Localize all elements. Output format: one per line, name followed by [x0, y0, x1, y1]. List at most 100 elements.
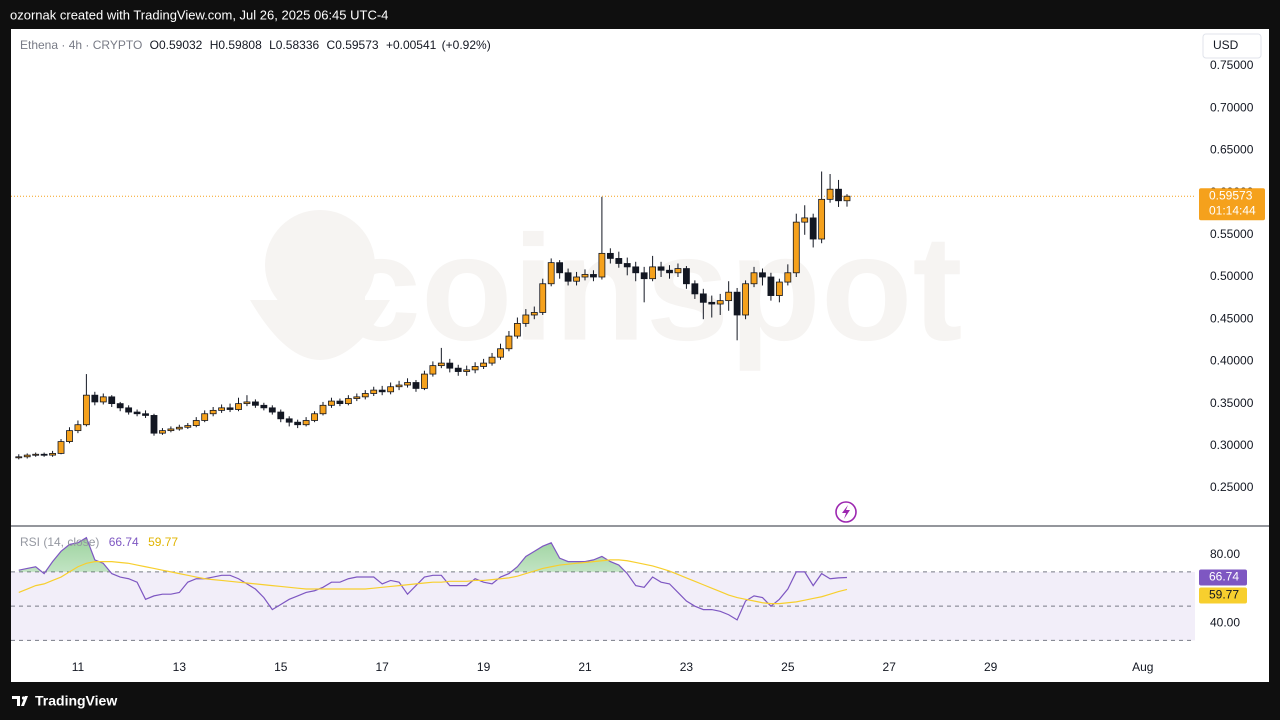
rsi-pane: [11, 536, 1195, 641]
candle-body: [505, 335, 513, 350]
candle-body: [82, 394, 90, 426]
x-tick-label: 17: [375, 660, 389, 674]
footer-text: TradingView: [35, 693, 117, 709]
candle-body: [387, 386, 395, 393]
candle-body: [311, 413, 318, 421]
candle-body: [133, 411, 141, 415]
x-tick-label: 19: [477, 660, 491, 674]
candle-body: [843, 195, 851, 202]
candle-body: [277, 411, 285, 420]
candle-body: [302, 420, 310, 426]
candle-body: [530, 312, 538, 316]
candle-body: [150, 415, 158, 434]
candle-body: [497, 348, 504, 358]
candle-body: [615, 258, 623, 264]
candle-body: [370, 389, 378, 394]
candle-body: [691, 283, 699, 295]
candle-body: [699, 293, 707, 303]
candle-body: [23, 454, 31, 458]
candle-body: [632, 266, 640, 274]
candle-body: [40, 453, 48, 456]
candle-body: [353, 396, 361, 399]
change: +0.00541: [386, 38, 437, 52]
candle-body: [725, 291, 733, 302]
x-tick-label: 11: [72, 660, 85, 674]
y-tick-label: 0.45000: [1210, 311, 1254, 325]
candle-body: [159, 430, 166, 434]
y-tick-label: 0.40000: [1210, 354, 1254, 368]
candle-body: [404, 382, 411, 386]
candle-body: [818, 198, 826, 240]
candle-body: [268, 407, 276, 413]
candle-body: [683, 268, 690, 285]
countdown: 01:14:44: [1209, 203, 1256, 217]
watermark-logo: [250, 210, 390, 360]
candle-body: [294, 421, 302, 426]
ohlc-value: 0.59032: [159, 38, 203, 52]
candle-body: [767, 276, 775, 296]
candle-body: [285, 418, 293, 423]
rsi-value-tag: [1199, 569, 1247, 586]
ohlc-legend: Ethena · 4h · CRYPTO O0.59032 H0.59808 L…: [20, 38, 491, 52]
candle-body: [328, 400, 335, 406]
price-tag-value: 0.59573: [1209, 188, 1253, 202]
candle-body: [792, 221, 800, 274]
candle-body: [336, 400, 344, 405]
candle-body: [437, 362, 445, 367]
candle-body: [750, 272, 758, 285]
candle-body: [708, 301, 716, 305]
candle-body: [666, 269, 673, 274]
candle-body: [32, 453, 40, 456]
footer-logo: TradingView: [12, 693, 117, 709]
candle-body: [167, 428, 175, 432]
candle-body: [395, 384, 403, 388]
candle-body: [649, 266, 657, 280]
candle-body: [463, 369, 471, 372]
candle-body: [57, 441, 65, 454]
overbought-group: [18, 537, 847, 572]
candle-body: [184, 425, 192, 428]
y-tick-label: 0.65000: [1210, 143, 1254, 157]
change-pct: (+0.92%): [442, 38, 491, 52]
candle-body: [66, 430, 73, 443]
alert-icon[interactable]: [835, 501, 857, 523]
candle-body: [344, 398, 352, 405]
rsi-ma-value: 59.77: [148, 535, 178, 549]
candle-body: [556, 262, 564, 274]
candle-body: [116, 403, 124, 409]
candle-body: [657, 266, 665, 271]
ohlc-letter: H: [210, 38, 219, 52]
rsi-value-tag-label: 59.77: [1209, 588, 1239, 602]
candle-body: [91, 394, 99, 403]
x-tick-label: 23: [680, 660, 694, 674]
candle-body: [378, 389, 386, 393]
candle-body: [488, 356, 496, 364]
y-tick-label: 0.50000: [1210, 269, 1254, 283]
x-tick-label: 21: [578, 660, 592, 674]
candle-body: [125, 407, 133, 413]
currency-label: USD: [1213, 38, 1239, 52]
y-tick-label: 0.35000: [1210, 396, 1254, 410]
rsi-overbought-fill: [18, 537, 847, 572]
candle-body: [513, 323, 521, 337]
ohlc-letter: O: [150, 38, 159, 52]
candle-body: [590, 274, 597, 278]
candle-body: [412, 382, 420, 389]
x-tick-label: 15: [274, 660, 288, 674]
x-tick-label: 13: [173, 660, 187, 674]
candle-body: [784, 272, 792, 283]
watermark: coinspot: [338, 204, 963, 372]
candle-body: [218, 407, 225, 411]
x-tick-label: 27: [883, 660, 897, 674]
currency-button[interactable]: [1202, 33, 1262, 59]
price-tag: [1199, 188, 1265, 221]
y-tick-label: 0.70000: [1210, 100, 1254, 114]
candle-body: [201, 413, 209, 421]
header-text: ozornak created with TradingView.com, Ju…: [10, 7, 388, 22]
candle-body: [775, 281, 783, 296]
candle-body: [235, 403, 242, 410]
rsi-legend: RSI (14, close) 66.74 59.77: [20, 535, 178, 549]
chart-panel: [11, 29, 1269, 682]
rsi-value: 66.74: [109, 535, 139, 549]
candle-body: [319, 404, 327, 415]
